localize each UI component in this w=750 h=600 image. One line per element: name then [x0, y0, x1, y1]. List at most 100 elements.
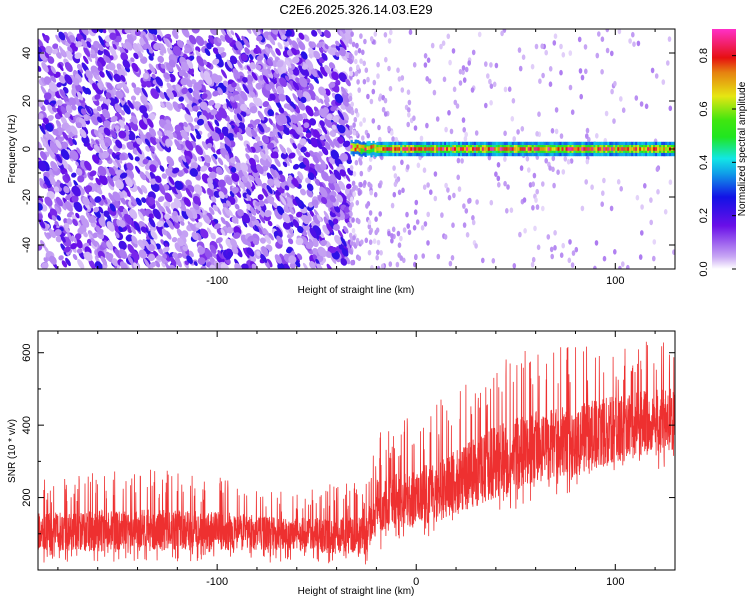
heatmap-cell	[568, 84, 573, 91]
heatmap-cell	[77, 259, 85, 269]
heatmap-cell	[253, 119, 261, 125]
heatmap-cell	[245, 126, 254, 138]
heatmap-cell	[137, 186, 143, 195]
heatmap-cell	[335, 45, 341, 51]
heatmap-cell	[589, 147, 592, 151]
heatmap-cell	[349, 165, 354, 171]
heatmap-cell	[376, 265, 381, 269]
heatmap-cell	[118, 240, 127, 251]
heatmap-cell	[328, 181, 335, 191]
heatmap-cell	[334, 205, 341, 213]
heatmap-cell	[383, 111, 388, 117]
heatmap-cell	[206, 42, 212, 50]
heatmap-cell	[352, 122, 356, 128]
heatmap-cell	[362, 117, 367, 123]
heatmap-cell	[248, 53, 254, 61]
heatmap-cell	[272, 122, 277, 130]
heatmap-cell	[140, 226, 147, 233]
heatmap-cell	[384, 56, 388, 63]
heatmap-cell	[50, 161, 59, 172]
heatmap-cell	[274, 254, 282, 264]
heatmap-cell	[223, 80, 229, 87]
heatmap-cell	[186, 91, 194, 102]
heatmap-cell	[552, 40, 557, 46]
heatmap-cell	[621, 107, 626, 113]
heatmap-cell	[172, 252, 178, 259]
heatmap-cell	[180, 102, 186, 111]
heatmap-cell	[96, 106, 102, 112]
heatmap-cell	[143, 258, 151, 269]
heatmap-cell	[349, 211, 353, 217]
heatmap-cell	[299, 138, 307, 146]
heatmap-cell	[180, 129, 188, 140]
heatmap-cell	[107, 62, 116, 71]
heatmap-cell	[578, 68, 583, 74]
heatmap-cell	[64, 112, 71, 118]
heatmap-cell	[174, 257, 182, 268]
heatmap-cell	[50, 65, 57, 74]
heatmap-cell	[108, 192, 115, 203]
heatmap-cell	[195, 221, 203, 228]
heatmap-cell	[633, 147, 636, 151]
heatmap-cell	[174, 124, 182, 132]
heatmap-cell	[109, 203, 116, 212]
heatmap-cell	[229, 96, 235, 101]
heatmap-cell	[226, 29, 232, 39]
heatmap-cell	[245, 29, 252, 34]
heatmap-cell	[339, 152, 349, 162]
heatmap-cell	[531, 147, 534, 151]
heatmap-cell	[241, 53, 248, 62]
heatmap-cell	[192, 195, 201, 205]
heatmap-cell	[268, 233, 274, 241]
heatmap-cell	[246, 65, 252, 72]
heatmap-cell	[584, 179, 588, 185]
heatmap-cell	[255, 44, 262, 54]
heatmap-cell	[164, 262, 171, 269]
heatmap-cell	[230, 30, 235, 36]
heatmap-cell	[322, 224, 330, 235]
heatmap-cell	[214, 103, 221, 109]
heatmap-cell	[333, 169, 342, 181]
heatmap-cell	[506, 184, 510, 190]
heatmap-cell	[236, 132, 244, 141]
heatmap-cell	[350, 144, 353, 149]
heatmap-cell	[172, 167, 180, 174]
heatmap-cell	[163, 72, 170, 80]
heatmap-cell	[348, 205, 353, 211]
heatmap-cell	[535, 204, 540, 210]
heatmap-cell	[264, 209, 272, 218]
heatmap-cell	[95, 225, 102, 233]
heatmap-cell	[99, 174, 108, 186]
heatmap-cell	[376, 147, 379, 151]
heatmap-cell	[462, 77, 467, 83]
heatmap-cell	[181, 29, 190, 38]
heatmap-cell	[503, 147, 507, 151]
heatmap-cell	[460, 158, 464, 164]
heatmap-cell	[56, 82, 63, 88]
heatmap-cell	[267, 220, 273, 227]
heatmap-cell	[178, 96, 184, 102]
heatmap-cell	[310, 137, 319, 148]
heatmap-cell	[165, 138, 173, 147]
heatmap-cell	[324, 117, 333, 128]
heatmap-cell	[353, 116, 358, 123]
heatmap-cell	[194, 128, 201, 138]
heatmap-cell	[44, 196, 53, 207]
heatmap-cell	[553, 147, 556, 151]
heatmap-cell	[430, 147, 433, 151]
heatmap-cell	[147, 222, 153, 229]
heatmap-cell	[366, 132, 371, 139]
heatmap-cell	[655, 166, 660, 172]
heatmap-cell	[61, 260, 68, 268]
heatmap-cell	[225, 176, 233, 186]
heatmap-cell	[289, 80, 297, 90]
heatmap-cell	[203, 154, 212, 164]
heatmap-cell	[264, 126, 271, 133]
heatmap-cell	[537, 147, 540, 151]
heatmap-cell	[164, 213, 171, 220]
heatmap-cell	[103, 49, 111, 60]
heatmap-cell	[211, 132, 220, 142]
heatmap-cell	[420, 225, 425, 231]
heatmap-cell	[306, 189, 314, 198]
heatmap-cell	[475, 199, 479, 205]
